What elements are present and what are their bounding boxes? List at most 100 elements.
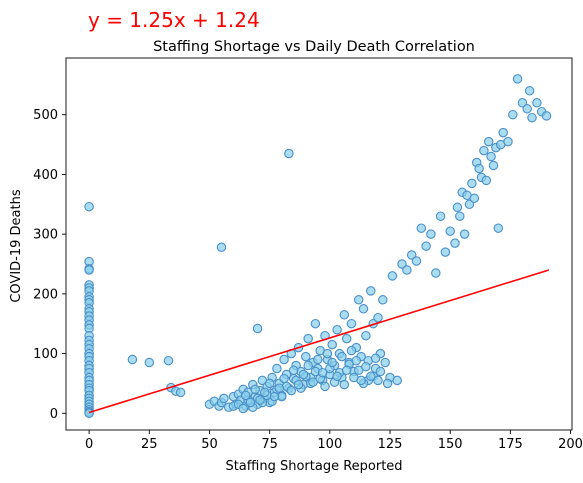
scatter-point	[127, 354, 138, 365]
scatter-point	[431, 268, 441, 278]
scatter-point	[84, 201, 94, 212]
scatter-point	[238, 403, 248, 414]
scatter-point	[402, 265, 412, 275]
scatter-point	[284, 148, 294, 159]
scatter-point	[298, 369, 309, 380]
scatter-point	[467, 178, 477, 189]
scatter-point	[469, 193, 480, 204]
x-axis-label: Staffing Shortage Reported	[225, 459, 402, 474]
y-tick-label: 500	[33, 108, 58, 123]
x-tick-label: 100	[317, 437, 342, 452]
scatter-point	[474, 163, 484, 174]
scatter-point	[219, 393, 229, 404]
regression-equation: y = 1.25x + 1.24	[88, 8, 260, 32]
scatter-point	[332, 371, 342, 382]
scatter-point	[337, 351, 347, 362]
scatter-point	[317, 367, 328, 378]
scatter-point	[382, 378, 393, 389]
y-tick-label: 200	[33, 287, 58, 302]
scatter-point	[397, 259, 407, 269]
plot-area: 0 25 50 75 100 125 150 175 200 0 100 200 300 400 500	[33, 57, 583, 452]
scatter-point	[486, 151, 496, 162]
scatter-point	[279, 354, 289, 365]
scatter-point	[361, 330, 371, 341]
y-axis-label: COVID-19 Deaths	[9, 189, 24, 302]
scatter-point	[375, 366, 386, 377]
scatter-point	[366, 286, 376, 296]
scatter-point	[508, 109, 518, 120]
y-tick-label: 0	[50, 407, 58, 422]
scatter-point	[380, 357, 390, 368]
scatter-point	[264, 378, 275, 389]
scatter-point	[450, 238, 460, 248]
scatter-point	[272, 363, 282, 374]
scatter-point	[445, 226, 455, 236]
scatter-point	[527, 112, 537, 123]
scatter-point	[310, 318, 321, 329]
scatter-point	[341, 333, 352, 344]
scatter-point	[274, 383, 285, 393]
x-tick-label: 150	[438, 437, 463, 452]
chart-title: Staffing Shortage vs Daily Death Correla…	[153, 39, 475, 55]
scatter-point	[366, 371, 376, 382]
x-tick-label: 200	[558, 437, 583, 452]
scatter-point	[260, 387, 270, 398]
scatter-point	[346, 345, 357, 356]
plot-frame	[65, 57, 573, 431]
scatter-point	[421, 241, 431, 251]
scatter-point	[358, 304, 369, 314]
scatter-point	[411, 256, 422, 266]
scatter-point	[313, 354, 323, 365]
scatter-point	[503, 136, 513, 147]
scatter-point	[387, 271, 398, 281]
scatter-point	[493, 223, 504, 233]
scatter-point	[339, 310, 350, 320]
y-tick-label: 300	[33, 228, 58, 243]
x-tick-label: 75	[261, 437, 278, 452]
scatter-point	[288, 365, 299, 376]
scatter-point	[84, 408, 94, 419]
scatter-point	[479, 145, 489, 156]
scatter-point	[532, 98, 542, 108]
scatter-point	[303, 360, 313, 371]
scatter-point	[320, 381, 330, 392]
scatter-point	[541, 111, 552, 121]
scatter-point	[440, 247, 451, 257]
scatter-point	[346, 318, 357, 329]
scatter-point	[452, 202, 463, 213]
scatter-point	[144, 357, 155, 368]
regression-line	[88, 269, 550, 414]
scatter-point	[488, 160, 499, 171]
scatter-point	[481, 175, 492, 186]
x-tick-label: 175	[498, 437, 523, 452]
scatter-point	[373, 375, 383, 386]
scatter-point	[301, 351, 311, 362]
scatter-point	[252, 323, 263, 334]
scatter-point	[84, 265, 94, 275]
scatter-point	[279, 373, 289, 384]
scatter-point	[512, 74, 523, 84]
scatter-point	[163, 355, 174, 366]
scatter-point	[240, 390, 251, 401]
x-tick-label: 25	[141, 437, 158, 452]
y-tick-label: 400	[33, 168, 58, 183]
scatter-point	[416, 223, 427, 233]
scatter-point	[245, 397, 256, 408]
scatter-point	[498, 127, 508, 138]
scatter-point	[373, 312, 383, 323]
scatter-point	[303, 333, 313, 344]
scatter-point	[269, 391, 280, 402]
x-tick-label: 0	[85, 437, 93, 452]
x-tick-label: 50	[201, 437, 218, 452]
scatter-point	[341, 365, 352, 376]
scatter-point	[351, 355, 362, 366]
scatter-point	[327, 357, 337, 368]
y-tick-label: 100	[33, 347, 58, 362]
scatter-point	[250, 384, 260, 395]
scatter-point	[356, 375, 366, 386]
scatter-point	[339, 379, 350, 390]
scatter-point	[426, 229, 436, 239]
scatter-point	[378, 295, 388, 305]
scatter-point	[392, 375, 402, 386]
